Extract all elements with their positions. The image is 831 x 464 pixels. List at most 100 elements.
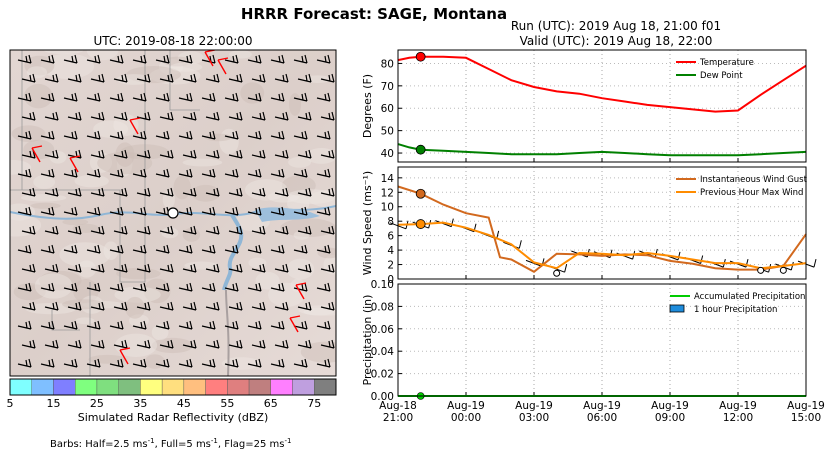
colorbar-swatch xyxy=(227,378,250,396)
y-tick-label: 10 xyxy=(381,202,394,214)
series-line-2 xyxy=(397,221,807,270)
wind-barb xyxy=(44,149,59,159)
wind-barb xyxy=(113,301,128,311)
wind-barb xyxy=(86,282,101,292)
terrain-patch xyxy=(288,156,312,168)
wind-barb xyxy=(159,187,174,197)
wind-barb xyxy=(297,111,312,121)
wind-barb xyxy=(17,206,32,216)
calm-marker xyxy=(757,266,765,274)
wind-barb xyxy=(159,73,174,83)
wind-barb xyxy=(316,54,331,64)
wind-barb xyxy=(90,339,105,349)
series-line-2 xyxy=(397,143,807,157)
terrain-patch xyxy=(24,55,55,76)
wind-barb xyxy=(297,73,312,83)
wind-barb xyxy=(63,54,78,64)
wind-barb xyxy=(21,73,36,83)
wind-barb xyxy=(228,263,243,273)
wind-barb xyxy=(21,339,36,349)
series-line-1 xyxy=(397,185,807,273)
wind-barb xyxy=(63,206,78,216)
wind-barb xyxy=(201,130,216,140)
wind-barb xyxy=(44,187,59,197)
wind-barb xyxy=(247,92,262,102)
wind-barb xyxy=(155,168,170,178)
x-tick-label: Aug-19 xyxy=(719,400,757,412)
terrain-patch xyxy=(40,53,95,80)
terrain-patch xyxy=(34,273,73,299)
wind-barb xyxy=(63,244,78,254)
wind-barb xyxy=(228,225,243,235)
wind-barb xyxy=(316,244,331,254)
y-tick-label: 6 xyxy=(387,231,394,243)
x-tick-label: Aug-19 xyxy=(515,400,553,412)
wind-barb xyxy=(132,244,147,254)
wind-barb xyxy=(270,320,285,330)
terrain-patch xyxy=(10,213,42,237)
wind-barb xyxy=(109,130,124,140)
legend-label: 1 hour Precipitation xyxy=(694,305,777,315)
wind-barb xyxy=(40,54,55,64)
barb-note: Barbs: Half=2.5 ms-1, Full=5 ms-1, Flag=… xyxy=(50,437,291,450)
station-marker xyxy=(167,207,179,219)
wind-barb xyxy=(109,282,124,292)
colorbar-tick-label: 15 xyxy=(46,397,60,410)
colorbar-swatch xyxy=(183,378,206,396)
terrain-patch xyxy=(24,83,53,109)
y-tick-label: 0.06 xyxy=(371,324,395,336)
wind-barb xyxy=(205,149,220,159)
wind-barb xyxy=(109,92,124,102)
x-tick-label: 15:00 xyxy=(791,412,821,424)
x-tick-label: 00:00 xyxy=(451,412,481,424)
wind-barb xyxy=(109,244,124,254)
terrain-patch xyxy=(255,271,280,290)
wind-barb xyxy=(159,301,174,311)
wind-barb xyxy=(201,168,216,178)
wind-barb xyxy=(178,130,193,140)
colorbar-tick-label: 35 xyxy=(133,397,147,410)
terrain-patch xyxy=(182,158,223,167)
wind-barb xyxy=(109,54,124,64)
y-tick-label: 50 xyxy=(381,126,394,138)
wind-barb xyxy=(21,111,36,121)
terrain-patch xyxy=(26,66,48,79)
colorbar-swatch xyxy=(118,378,141,396)
wind-barb-strong xyxy=(69,155,81,173)
wind-barb xyxy=(67,263,82,273)
wind-barb xyxy=(228,187,243,197)
wind-barb xyxy=(21,301,36,311)
wind-barb xyxy=(109,168,124,178)
wind-barb xyxy=(205,73,220,83)
colorbar-swatch xyxy=(74,378,98,396)
terrain-shading xyxy=(10,50,336,370)
wind-barb xyxy=(86,92,101,102)
wind-barb xyxy=(67,187,82,197)
wind-barb xyxy=(297,301,312,311)
valid-line: Valid (UTC): 2019 Aug 18, 22:00 xyxy=(520,34,713,48)
wind-barb xyxy=(251,263,266,273)
terrain-patch xyxy=(317,247,336,259)
map-frame xyxy=(9,49,337,377)
wind-barb xyxy=(67,339,82,349)
colorbar-tick-label: 55 xyxy=(220,397,234,410)
wind-barb xyxy=(17,168,32,178)
colorbar-tick-label: 75 xyxy=(307,397,321,410)
x-tick-label: 21:00 xyxy=(383,412,413,424)
wind-barb xyxy=(293,54,308,64)
wind-barb xyxy=(182,263,197,273)
terrain-patch xyxy=(13,283,46,301)
wind-barb xyxy=(86,244,101,254)
wind-barb xyxy=(63,282,78,292)
wind-barb xyxy=(44,301,59,311)
wind-barb xyxy=(44,73,59,83)
colorbar-tick-label: 25 xyxy=(90,397,104,410)
wind-barb xyxy=(155,54,170,64)
wind-barb xyxy=(274,111,289,121)
y-tick-label: 70 xyxy=(381,81,394,93)
wind-barb xyxy=(270,244,285,254)
legend: Temperature Dew Point xyxy=(676,58,754,81)
wind-barb xyxy=(274,187,289,197)
wind-barb xyxy=(247,130,262,140)
